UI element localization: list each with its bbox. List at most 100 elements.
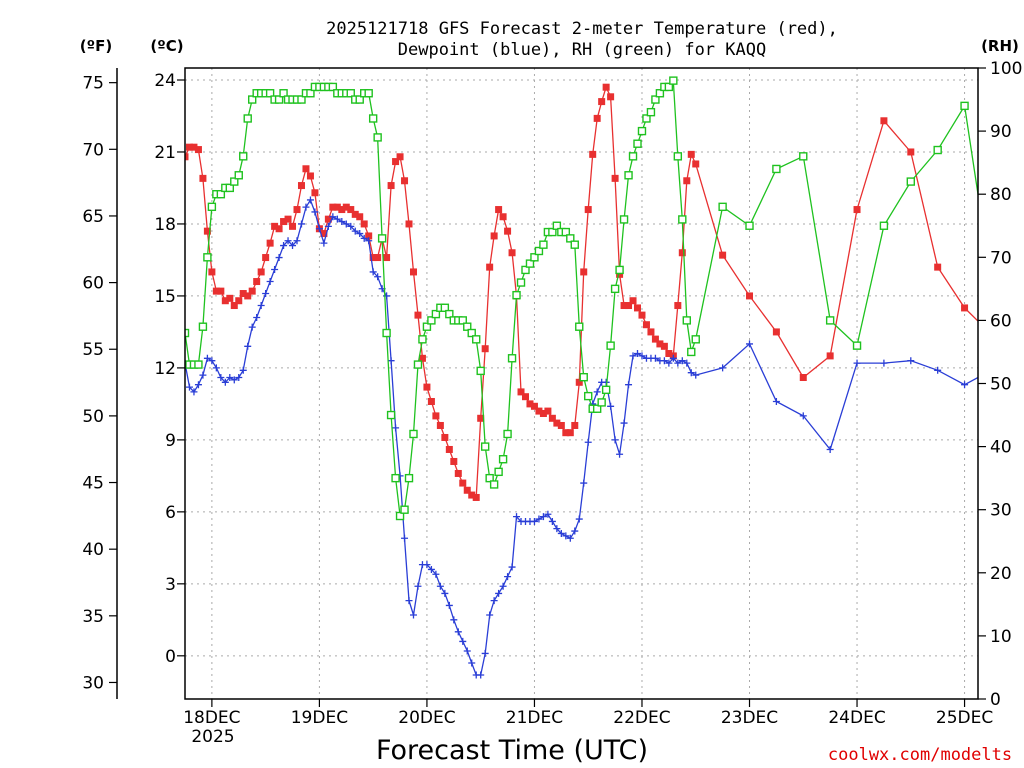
celsius-tick-label: 6 [165, 503, 176, 523]
dewpoint-point [320, 239, 328, 247]
rh-point [346, 89, 355, 98]
rh-point [525, 259, 535, 268]
dewpoint-point [625, 381, 633, 389]
temperature-point [239, 290, 247, 298]
temperature-point [311, 189, 319, 197]
temperature-point [544, 407, 552, 415]
dewpoint-point [221, 378, 229, 386]
temperature-point [539, 409, 547, 417]
temperature-point [656, 340, 664, 348]
temperature-point [226, 294, 234, 302]
dewpoint-point [423, 561, 431, 569]
dewpoint-point [463, 647, 471, 655]
dewpoint-point [450, 616, 458, 624]
rh-point [745, 221, 754, 230]
temperature-point [566, 429, 574, 437]
rh-point [427, 316, 436, 325]
rh-point [248, 95, 257, 104]
celsius-tick-label: 15 [154, 287, 176, 307]
dewpoint-point [772, 397, 780, 405]
temperature-point [486, 263, 494, 271]
dewpoint-point [405, 597, 413, 605]
rh-point [485, 473, 494, 483]
rh-point [498, 455, 508, 464]
rh-point [584, 391, 593, 401]
temperature-point [575, 378, 583, 386]
rh-tick-label: 60 [990, 311, 1012, 331]
dewpoint-point [607, 402, 615, 410]
rh-point [203, 253, 212, 262]
dewpoint-point [356, 230, 364, 238]
dewpoint-point [409, 611, 417, 619]
x-axis-title: Forecast Time (UTC) [376, 735, 648, 766]
dewpoint-point [208, 357, 216, 365]
rh-series [185, 76, 1022, 521]
rh-point [664, 82, 674, 92]
dewpoint-point [459, 637, 467, 645]
temperature-point [504, 227, 512, 235]
temperature-point [253, 278, 261, 286]
rh-point [391, 473, 400, 483]
rh-point [673, 152, 683, 161]
temperature-point [418, 354, 426, 362]
dewpoint-point [311, 208, 319, 216]
temperature-point [217, 287, 225, 295]
fahrenheit-tick-label: 65 [82, 207, 104, 227]
temperature-point [356, 213, 364, 221]
temperature-point [257, 268, 265, 276]
dewpoint-point [253, 314, 261, 322]
temperature-point [678, 249, 686, 257]
rh-point [1015, 386, 1022, 393]
fahrenheit-tick-label: 45 [82, 474, 104, 494]
dewpoint-point [571, 527, 579, 535]
fahrenheit-tick-label: 35 [82, 607, 104, 627]
celsius-tick-label: 0 [165, 647, 176, 667]
temperature-point [401, 177, 409, 185]
celsius-tick-label: 3 [165, 575, 176, 595]
temperature-point [405, 220, 413, 228]
rh-point [274, 95, 284, 104]
temperature-point [634, 304, 642, 312]
dewpoint-point [535, 515, 543, 523]
celsius-tick-label: 21 [154, 143, 176, 163]
rh-point [624, 171, 633, 180]
rh-point [879, 221, 889, 230]
rh-point [373, 133, 382, 142]
temperature-series [185, 83, 978, 501]
temperature-point [719, 251, 727, 259]
rh-point [494, 467, 503, 477]
rh-tick-label: 80 [990, 185, 1012, 205]
rh-point [687, 347, 696, 357]
rh-point [225, 183, 235, 193]
rh-point [642, 114, 651, 123]
dewpoint-point [226, 374, 234, 382]
dewpoint-point [230, 376, 238, 384]
temperature-point [221, 297, 229, 305]
rh-point [386, 410, 396, 420]
dewpoint-point [347, 222, 355, 230]
dewpoint-point [530, 517, 538, 525]
dewpoint-point [580, 479, 588, 487]
chart-title-line2: Dewpoint (blue), RH (green) for KAQQ [398, 40, 766, 60]
rh-point [606, 341, 615, 350]
rh-point [570, 240, 579, 249]
rh-point [328, 82, 338, 92]
temperature-point [244, 292, 252, 300]
temperature-point [383, 254, 391, 262]
temperature-point [203, 227, 211, 235]
dewpoint-point [248, 323, 256, 331]
rh-tick-label: 90 [990, 122, 1012, 142]
rh-point [682, 316, 691, 325]
rh-point [592, 404, 602, 413]
rh-tick-label: 70 [990, 248, 1012, 268]
rh-point [628, 152, 638, 161]
rh-tick-label: 30 [990, 501, 1012, 521]
rh-point [368, 114, 378, 123]
temperature-point [580, 268, 588, 276]
rh-point [230, 177, 239, 186]
dewpoint-point [669, 354, 677, 362]
temperature-point [266, 239, 274, 247]
temperature-point [320, 230, 328, 238]
dewpoint-point [324, 222, 332, 230]
dewpoint-point [275, 254, 283, 262]
